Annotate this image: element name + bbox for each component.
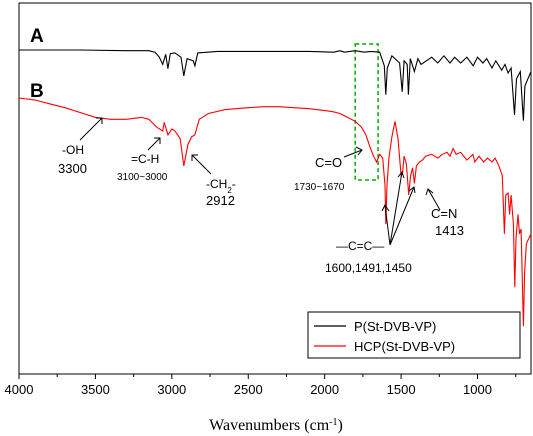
legend-label-p-st-dvb-vp: P(St-DVB-VP) <box>354 319 436 334</box>
annotation-ch-label: =C-H <box>131 152 159 166</box>
panel-label-a: A <box>30 26 44 47</box>
series-line-p-st-dvb-vp <box>19 49 532 121</box>
x-tick-label-3500: 3500 <box>81 382 110 397</box>
annotation-ch-value: 3100~3000 <box>117 172 168 183</box>
x-axis-title: Wavenumbers (cm-1) <box>209 417 343 435</box>
annotation-co-value: 1730~1670 <box>294 182 345 193</box>
annotation-cc-value: 1600,1491,1450 <box>325 261 412 275</box>
annotation-oh-label: -OH <box>62 143 84 157</box>
x-tick-label-2500: 2500 <box>234 382 263 397</box>
series-line-hcp-st-dvb-vp <box>18 97 532 327</box>
annotation-cc-label: —C=C— <box>336 239 384 253</box>
legend-label-hcp-st-dvb-vp: HCP(St-DVB-VP) <box>354 339 455 354</box>
annotation-ch2-label: -CH2- <box>206 177 236 195</box>
annotation-arrows <box>79 117 441 246</box>
plot-frame <box>18 2 532 375</box>
legend-box <box>307 311 521 359</box>
annotation-ch2-value: 2912 <box>206 193 235 208</box>
x-tick-label-4000: 4000 <box>5 382 34 397</box>
highlight-box <box>354 43 379 181</box>
annotation-cn-value: 1413 <box>435 223 464 238</box>
x-tick-label-3000: 3000 <box>157 382 186 397</box>
annotation-oh-value: 3300 <box>58 161 87 176</box>
panel-label-b: B <box>30 81 44 102</box>
annotation-co-label: C=O <box>315 155 342 170</box>
x-tick-label-1000: 1000 <box>463 382 492 397</box>
x-tick-label-1500: 1500 <box>387 382 416 397</box>
annotation-cn-label: C=N <box>431 206 457 221</box>
x-tick-label-2000: 2000 <box>310 382 339 397</box>
x-axis: 4000 3500 3000 2500 2000 1500 1000 <box>5 374 517 397</box>
legend: P(St-DVB-VP) HCP(St-DVB-VP) <box>307 311 521 359</box>
